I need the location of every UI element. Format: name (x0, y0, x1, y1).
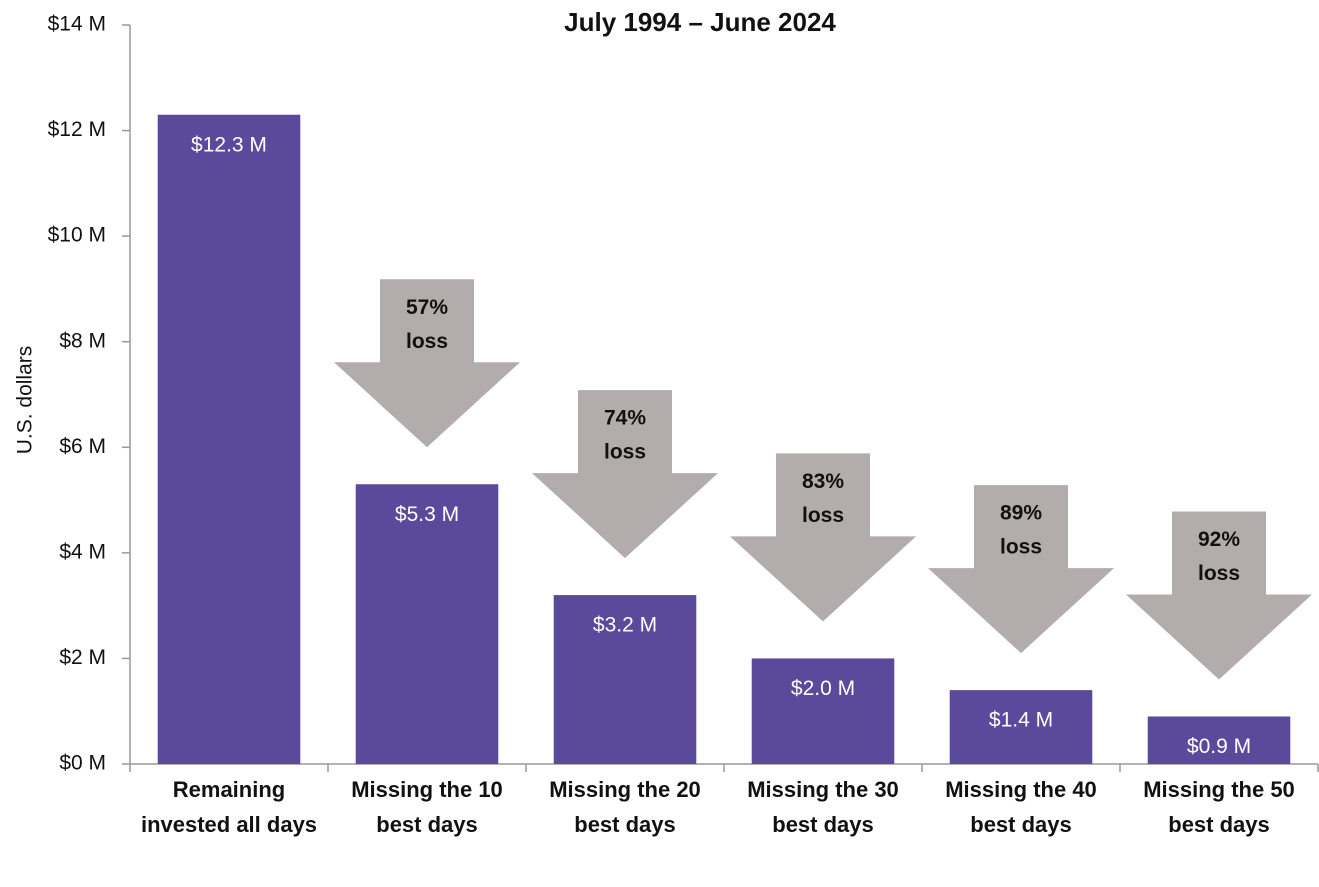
x-tick-label: Missing the 50 best days (1143, 777, 1295, 837)
value-label: $5.3 M (395, 503, 459, 526)
arrow (334, 279, 520, 448)
bar (355, 484, 499, 764)
y-tick-label: $4 M (59, 540, 106, 563)
value-label: $1.4 M (989, 709, 1053, 732)
annotation: loss (1000, 536, 1042, 559)
y-tick-label: $6 M (59, 435, 106, 458)
annotation: 83% (802, 470, 844, 493)
y-axis-label: U.S. dollars (14, 346, 37, 455)
y-tick-label: $10 M (48, 224, 106, 247)
bar (1147, 716, 1291, 764)
value-label: $2.0 M (791, 677, 855, 700)
bar (553, 595, 697, 764)
arrow (730, 453, 916, 622)
x-tick-label: Missing the 10 best days (351, 777, 503, 837)
bar (157, 114, 301, 764)
annotation: 74% (604, 407, 646, 430)
y-tick-label: $2 M (59, 646, 106, 669)
chart-title: July 1994 – June 2024 (564, 7, 836, 37)
annotation: 57% (406, 296, 448, 319)
annotation: loss (1198, 562, 1240, 585)
arrow (928, 485, 1114, 654)
annotation: 89% (1000, 502, 1042, 525)
y-tick-label: $8 M (59, 329, 106, 352)
annotation: loss (406, 330, 448, 353)
x-tick-label: Missing the 20 best days (549, 777, 701, 837)
x-tick-label: Remaining invested all days (140, 777, 318, 837)
value-label: $0.9 M (1187, 735, 1251, 758)
x-tick-label: Missing the 30 best days (747, 777, 899, 837)
y-tick-label: $0 M (59, 752, 106, 775)
bar (751, 658, 895, 764)
annotation: 92% (1198, 528, 1240, 551)
arrow (1126, 511, 1312, 680)
bar (949, 690, 1093, 764)
value-label: $12.3 M (191, 133, 267, 156)
annotation: loss (802, 504, 844, 527)
y-tick-label: $12 M (48, 118, 106, 141)
annotation: loss (604, 441, 646, 464)
y-tick-label: $14 M (48, 13, 106, 36)
arrow (532, 390, 718, 559)
value-label: $3.2 M (593, 614, 657, 637)
x-tick-label: Missing the 40 best days (945, 777, 1097, 837)
